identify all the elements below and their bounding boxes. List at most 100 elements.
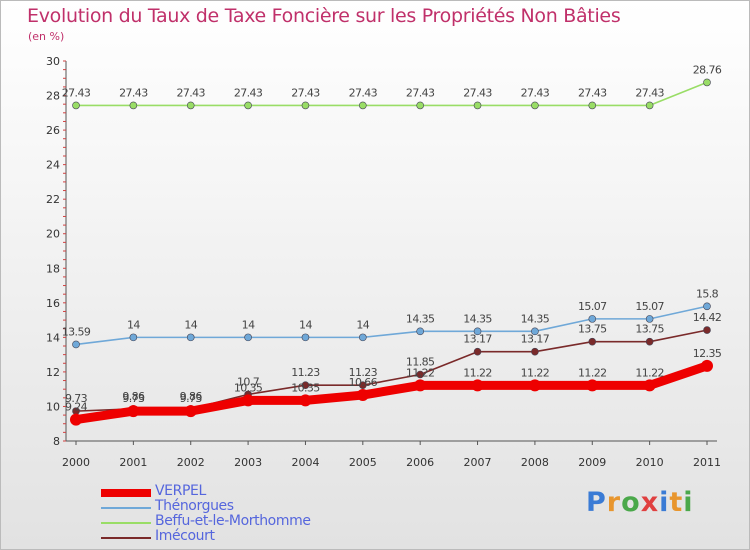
data-point: [186, 101, 195, 110]
legend-swatch: [101, 507, 151, 509]
logo-letter: P: [586, 487, 607, 518]
series-line-VERPEL: [71, 361, 712, 425]
data-label: 15.8: [696, 287, 719, 300]
data-point: [129, 333, 138, 342]
y-tick-label: 20: [46, 228, 60, 241]
data-label: 15.07: [635, 300, 664, 313]
data-label: 9.86: [180, 390, 203, 403]
data-label: 27.43: [234, 86, 263, 99]
legend-swatch: [101, 522, 151, 524]
data-point: [643, 379, 656, 392]
data-point: [301, 101, 310, 110]
data-label: 14.42: [693, 311, 722, 324]
proxiti-logo: Proxiti: [586, 487, 694, 518]
data-label: 11.23: [291, 366, 320, 379]
data-point: [473, 101, 482, 110]
data-label: 9.86: [122, 390, 145, 403]
data-point: [299, 394, 312, 407]
y-tick-label: 10: [46, 400, 60, 413]
data-label: 11.85: [406, 356, 435, 369]
data-point: [359, 101, 367, 110]
x-tick-label: 2001: [119, 456, 147, 469]
data-label: 10.35: [234, 381, 263, 394]
data-point: [414, 379, 427, 392]
data-point: [301, 381, 310, 390]
data-label: 10.66: [349, 376, 378, 389]
data-label: 27.43: [62, 86, 91, 99]
data-point: [701, 359, 713, 372]
data-label: 14.35: [463, 312, 492, 325]
data-point: [184, 405, 197, 418]
data-point: [645, 315, 654, 323]
data-label: 12.35: [693, 347, 722, 360]
chart-title: Evolution du Taux de Taxe Foncière sur l…: [27, 5, 621, 27]
x-tick-label: 2008: [521, 456, 549, 469]
data-label: 11.22: [521, 366, 550, 379]
legend-swatch: [101, 489, 151, 497]
data-label: 9.73: [65, 392, 88, 405]
data-label: 11.23: [349, 366, 378, 379]
data-label: 27.43: [521, 86, 550, 99]
data-label: 9.24: [65, 401, 88, 414]
x-tick-label: 2010: [636, 456, 664, 469]
data-point: [244, 333, 252, 342]
data-point: [703, 326, 711, 334]
data-label: 27.43: [176, 86, 205, 99]
data-point: [645, 337, 654, 346]
data-point: [588, 101, 597, 110]
data-label: 13.17: [463, 333, 492, 346]
data-point: [72, 340, 80, 349]
x-tick-label: 2006: [406, 456, 434, 469]
data-point: [531, 327, 539, 336]
x-tick-label: 2002: [177, 456, 205, 469]
y-tick-label: 14: [46, 331, 60, 344]
data-point: [703, 78, 711, 87]
data-label: 27.43: [291, 86, 320, 99]
logo-letter: t: [669, 487, 684, 518]
data-label: 15.07: [578, 300, 607, 313]
data-point: [531, 347, 539, 356]
legend-label: Thénorgues: [155, 498, 234, 514]
data-point: [473, 327, 482, 336]
y-tick-label: 24: [46, 159, 60, 172]
data-point: [531, 101, 539, 110]
data-label: 11.22: [578, 366, 607, 379]
data-point: [244, 101, 252, 110]
data-point: [645, 101, 654, 110]
data-label: 28.76: [693, 63, 722, 76]
data-label: 14: [299, 318, 312, 331]
data-point: [127, 405, 140, 418]
x-tick-label: 2000: [62, 456, 90, 469]
data-point: [70, 413, 82, 426]
data-point: [528, 379, 541, 392]
data-point: [471, 379, 484, 392]
y-tick-label: 8: [53, 435, 60, 448]
data-label: 27.43: [463, 86, 492, 99]
data-label: 27.43: [119, 86, 148, 99]
data-point: [473, 347, 482, 356]
y-tick-label: 30: [46, 55, 60, 68]
series-line-Imécourt: [75, 329, 708, 412]
data-label: 13.59: [62, 325, 91, 338]
data-label: 13.75: [578, 323, 607, 336]
data-label: 14: [356, 318, 369, 331]
data-label: 13.75: [635, 323, 664, 336]
x-tick-label: 2003: [234, 456, 262, 469]
data-label: 14: [127, 318, 140, 331]
data-label: 10.35: [291, 381, 320, 394]
y-tick-label: 12: [46, 366, 60, 379]
data-label: 14.35: [521, 312, 550, 325]
data-label: 14: [184, 318, 197, 331]
data-point: [356, 389, 369, 402]
data-label: 11.22: [463, 366, 492, 379]
x-tick-label: 2004: [291, 456, 319, 469]
logo-letter: i: [659, 487, 670, 518]
y-tick-label: 18: [46, 262, 60, 275]
y-tick-label: 16: [46, 297, 60, 310]
data-label: 27.43: [349, 86, 378, 99]
data-point: [242, 394, 255, 407]
data-label: 14: [242, 318, 255, 331]
data-point: [586, 379, 599, 392]
